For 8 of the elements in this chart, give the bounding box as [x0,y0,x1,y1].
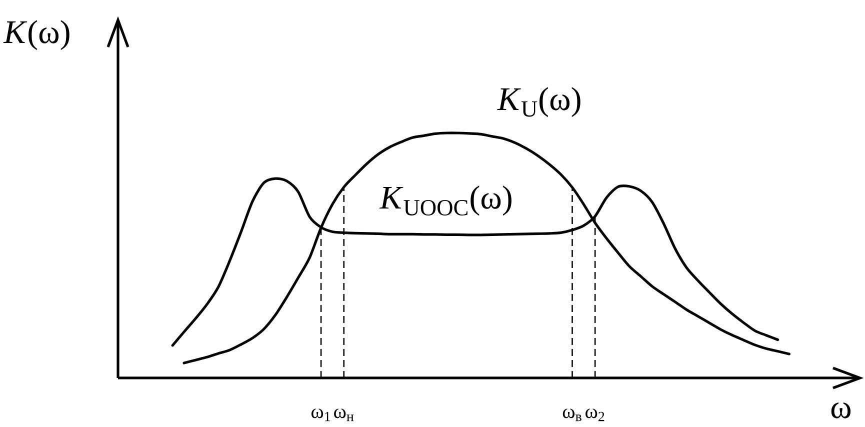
x-tick-label: ω$_{2}$ [586,408,604,422]
x-tick-label: ω$_{в}$ [562,408,582,422]
y-axis-title: K(ω) [3,20,70,50]
series-label: K$_{U}$(ω) [497,87,580,118]
series-label: K$_{UOOC}$(ω) [379,186,512,216]
x-tick-label: ω$_{1}$ [311,408,330,422]
x-tick-label: ω$_{н}$ [334,408,354,422]
x-axis-title: ω [831,402,851,418]
